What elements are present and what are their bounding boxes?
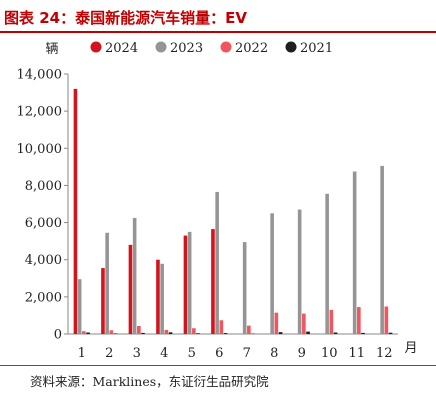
bar-2023-5 [187,231,192,334]
title-rule [0,31,436,33]
bar-2023-4 [160,263,164,334]
ev-sales-chart: 2024 2023 2022 2021 辆 月 0 2,000 4,000 6,000 8,0… [17,41,418,360]
y-tick-label: 8,000 [25,179,62,194]
legend-label-2024: 2024 [105,41,138,56]
bar-2022-4 [164,329,169,334]
bar-2022-12 [384,306,389,334]
bar-2021-12 [388,332,393,334]
bar-2023-8 [270,213,274,334]
x-tick-label: 1 [78,346,86,360]
x-tick-label: 6 [215,346,223,360]
legend-label-2023: 2023 [170,41,203,56]
bar-2022-2 [109,330,114,334]
bar-2021-8 [278,332,283,334]
bar-2023-12 [380,165,384,334]
bar-2022-7 [247,325,251,334]
bar-2021-6 [223,333,228,334]
y-axis-label: 辆 [45,42,58,57]
y-tick-label: 10,000 [17,142,63,157]
bar-2021-10 [333,332,338,334]
x-tick-label: 2 [105,346,113,360]
bar-2022-3 [137,326,141,334]
legend-marker-2021 [285,41,297,53]
y-tick-label: 2,000 [25,290,62,305]
bar-2021-5 [196,333,200,334]
y-tick-label: 6,000 [25,216,62,231]
bar-2022-5 [192,328,196,334]
bar-2024-1 [73,88,78,334]
x-tick-label: 12 [376,346,393,360]
bar-2022-10 [329,309,334,334]
bar-2023-2 [105,232,109,334]
bar-2024-4 [156,259,160,334]
bar-2021-1 [86,332,90,334]
bar-2022-1 [82,331,86,334]
figure-title: 图表 24：泰国新能源汽车销量：EV [4,9,247,27]
y-tick-label: 0 [54,328,62,343]
x-tick-label: 11 [348,346,365,360]
legend-marker-2024 [90,41,102,53]
x-tick-label: 10 [321,346,338,360]
legend-label-2021: 2021 [300,41,333,56]
x-axis-label: 月 [404,341,417,356]
bar-2021-9 [306,331,310,334]
legend-marker-2023 [155,41,167,53]
y-tick-label: 4,000 [25,253,62,268]
y-tick-label: 12,000 [17,105,63,120]
bar-2024-5 [183,235,188,334]
bar-2024-2 [101,268,105,334]
x-tick-label: 9 [298,346,306,360]
legend-marker-2022 [220,41,232,53]
x-tick-label: 5 [188,346,196,360]
x-axis: 1 2 3 4 5 6 7 8 9 10 11 12 [68,333,398,360]
x-tick-label: 4 [160,346,168,360]
bars [73,88,393,334]
bar-2023-3 [132,217,137,334]
x-tick-label: 7 [243,346,251,360]
bar-2021-4 [168,332,173,334]
bar-2022-6 [219,320,224,334]
bar-2023-6 [215,191,219,334]
bar-2022-11 [357,307,361,334]
bar-2023-10 [325,193,329,334]
bar-2023-11 [352,171,357,334]
bar-2023-9 [297,209,302,334]
bar-2021-3 [141,332,145,334]
y-tick-label: 14,000 [17,68,63,83]
bar-2022-8 [274,312,279,334]
bar-2023-1 [77,279,82,334]
legend-label-2022: 2022 [235,41,268,56]
y-axis: 0 2,000 4,000 6,000 8,000 10,000 12,000 14,000 [17,68,69,343]
bar-2021-2 [113,333,118,334]
legend: 2024 2023 2022 2021 [90,41,333,56]
bar-2024-6 [211,229,215,334]
source-rule [0,365,436,366]
x-tick-label: 8 [270,346,278,360]
source-note: 资料来源：Marklines，东证衍生品研究院 [30,374,269,389]
bar-2024-3 [128,244,133,334]
bar-2021-11 [361,332,365,334]
x-tick-label: 3 [133,346,141,360]
bar-2022-9 [302,313,306,334]
bar-2023-7 [242,242,247,334]
